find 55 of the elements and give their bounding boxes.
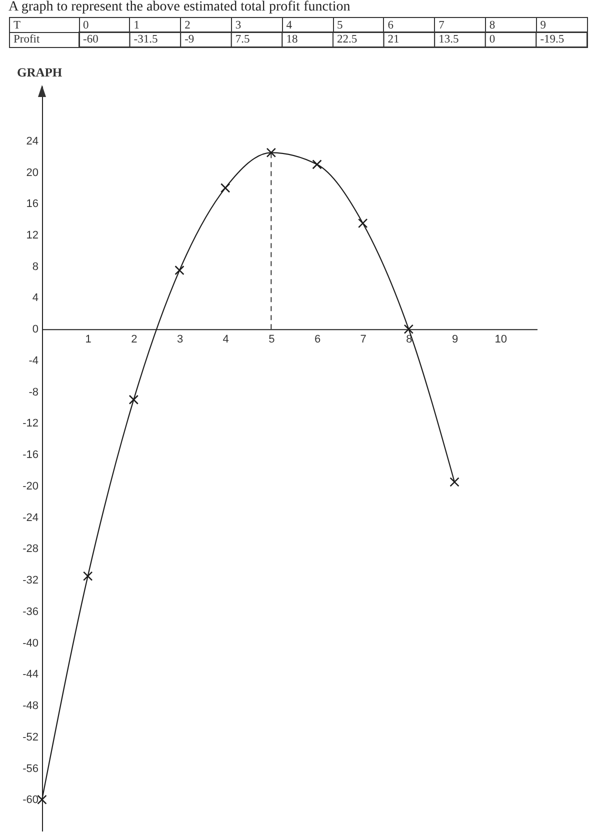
x-tick-label: 5 (337, 20, 343, 32)
x-tick-label: 1 (85, 334, 92, 346)
y-tick-label: -12 (22, 418, 38, 430)
y-tick-label: -16 (22, 449, 38, 462)
chart-title: A graph to represent the above estimated total profit function (8, 0, 350, 14)
x-tick-label: 6 (314, 334, 321, 346)
x-tick-label: 7 (438, 20, 445, 32)
x-tick-label: 0 (83, 20, 89, 32)
y-tick-label: 0 (32, 324, 38, 336)
y-tick-label: 8 (32, 260, 38, 273)
x-tick-label: 2 (184, 20, 191, 32)
x-tick-label: 1 (134, 20, 140, 32)
data-label: -60 (83, 34, 99, 46)
y-tick-label: -60 (22, 794, 38, 806)
data-label: 18 (286, 34, 298, 46)
x-axis-title: T (14, 20, 21, 32)
y-tick-label: -44 (22, 668, 38, 681)
y-tick-label: -20 (22, 480, 38, 492)
y-tick-label: 16 (26, 198, 38, 210)
y-tick-label: -28 (22, 543, 38, 556)
x-tick-label: 7 (360, 334, 366, 346)
data-label: 21 (388, 34, 400, 46)
y-tick-label: 20 (26, 166, 38, 179)
x-tick-label: 3 (176, 334, 184, 346)
y-tick-label: -36 (22, 606, 38, 618)
chart-title: GRAPH (17, 66, 62, 80)
data-label: 0 (489, 34, 496, 46)
x-tick-label: 9 (540, 20, 546, 32)
y-tick-label: -8 (28, 386, 38, 398)
y-tick-label: -4 (28, 354, 38, 367)
x-tick-label: 5 (268, 334, 275, 346)
y-tick-label: -32 (22, 574, 38, 587)
x-tick-label: 3 (235, 20, 242, 32)
data-label: -9 (184, 34, 194, 46)
x-tick-label: 4 (286, 20, 292, 32)
y-tick-label: -52 (22, 731, 38, 744)
x-tick-label: 8 (489, 20, 496, 32)
y-tick-label: -24 (22, 512, 38, 524)
y-tick-label: -48 (22, 700, 38, 712)
x-tick-label: 9 (452, 334, 458, 346)
x-tick-label: 6 (388, 20, 394, 32)
y-tick-label: Profit (14, 34, 40, 46)
y-tick-label: -56 (22, 762, 38, 775)
x-tick-label: 4 (222, 334, 229, 346)
data-label: 22.5 (337, 34, 358, 46)
y-tick-label: -40 (22, 637, 38, 650)
data-label: 7.5 (235, 34, 250, 46)
x-tick-label: 2 (131, 334, 138, 346)
x-tick-label: 10 (494, 334, 507, 346)
data-label: 13.5 (438, 34, 459, 46)
y-tick-label: 4 (32, 292, 38, 304)
y-tick-label: 24 (26, 135, 38, 148)
data-label: -31.5 (134, 34, 158, 46)
y-tick-label: 12 (26, 230, 38, 242)
data-label: -19.5 (540, 34, 564, 46)
